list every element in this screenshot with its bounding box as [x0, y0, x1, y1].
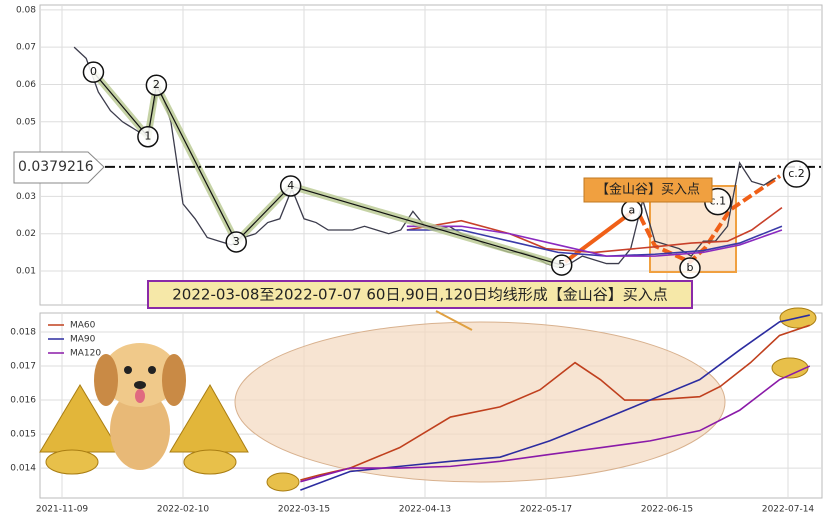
point-label: 2 — [153, 78, 160, 91]
point-label: 0 — [90, 65, 97, 78]
point-label: c.1 — [710, 195, 727, 208]
point-marker — [679, 257, 701, 279]
point-marker — [145, 74, 168, 96]
hline-label: 0.0379216 — [18, 159, 94, 175]
series-line — [406, 225, 783, 257]
hline-label-box — [13, 151, 105, 184]
x-tick-label: 2022-04-13 — [399, 505, 451, 515]
point-marker — [550, 254, 573, 276]
point-label: b — [686, 261, 693, 274]
legend-label: MA90 — [70, 335, 96, 345]
y-tick-label: 0.02 — [16, 229, 36, 239]
x-tick-label: 2022-05-17 — [520, 505, 572, 515]
y-tick-label: 0.017 — [10, 362, 36, 372]
point-label: 1 — [144, 130, 151, 143]
point-marker — [279, 175, 302, 197]
point-label: 5 — [558, 258, 565, 271]
annotation: 2022-03-08至2022-07-07 60日,90日,120日均线形成【金… — [172, 286, 667, 304]
decor-dog — [94, 343, 186, 470]
x-tick-label: 2022-06-15 — [641, 505, 693, 515]
wave-line — [93, 71, 562, 266]
point-marker — [782, 160, 811, 188]
signal-label: 【金山谷】买入点 — [596, 182, 700, 198]
point-marker — [82, 61, 105, 83]
y-tick-label: 0.01 — [16, 267, 36, 277]
x-tick-label: 2022-07-14 — [762, 505, 815, 515]
x-tick-label: 2022-02-10 — [157, 505, 210, 515]
point-marker — [225, 231, 247, 253]
y-tick-label: 0.07 — [16, 43, 36, 53]
series-line — [300, 365, 811, 483]
y-tick-label: 0.06 — [16, 80, 36, 90]
legend-label: MA120 — [70, 349, 101, 359]
series-line — [300, 314, 810, 491]
y-tick-label: 0.018 — [10, 328, 36, 338]
series-line — [406, 206, 783, 254]
decor-gold — [39, 307, 817, 492]
annotation-box — [147, 280, 693, 309]
y-tick-label: 0.03 — [16, 192, 36, 202]
point-marker — [137, 125, 159, 148]
y-tick-label: 0.08 — [16, 5, 36, 15]
y-tick-label: 0.05 — [16, 117, 36, 127]
point-label: c.2 — [788, 167, 805, 180]
legend-label: MA60 — [70, 321, 96, 331]
y-tick-label: 0.016 — [10, 396, 36, 406]
point-label: a — [629, 204, 636, 217]
y-tick-label: 0.015 — [10, 430, 36, 440]
x-tick-label: 2022-03-15 — [278, 505, 330, 515]
signal-label-box — [583, 177, 713, 203]
y-tick-label: 0.014 — [10, 464, 36, 474]
point-label: 4 — [287, 179, 294, 192]
point-label: 3 — [233, 235, 240, 248]
series-line — [300, 324, 811, 481]
x-tick-label: 2021-11-09 — [36, 505, 89, 515]
highlight-ellipse — [234, 321, 726, 483]
